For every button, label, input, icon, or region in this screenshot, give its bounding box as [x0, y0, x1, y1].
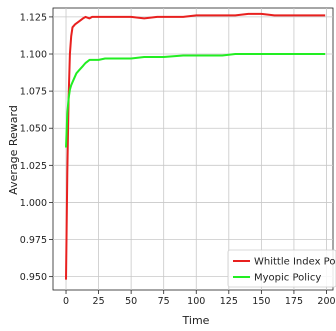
- y-tick-label: 1.025: [20, 161, 47, 172]
- y-tick-label: 1.100: [20, 50, 47, 61]
- legend: Whittle Index Policy Myopic Policy: [227, 249, 336, 288]
- y-axis-label: Average Reward: [7, 105, 20, 195]
- y-tick-label: 0.975: [20, 235, 47, 246]
- x-tick-label: 50: [125, 296, 137, 307]
- x-tick-label: 200: [317, 296, 335, 307]
- x-tick-label: 100: [187, 296, 205, 307]
- legend-label: Myopic Policy: [254, 273, 321, 284]
- y-tick-label: 1.125: [20, 12, 47, 23]
- series-line-0: [65, 12, 326, 280]
- plot-area: [52, 7, 334, 291]
- x-axis-label: Time: [182, 314, 210, 327]
- y-tick-label: 0.950: [20, 272, 47, 283]
- x-tick-label: 150: [252, 296, 270, 307]
- y-tick-label: 1.075: [20, 87, 47, 98]
- legend-box: [227, 249, 336, 288]
- series-line-1: [65, 53, 326, 148]
- x-tick-label: 125: [220, 296, 238, 307]
- legend-label: Whittle Index Policy: [254, 257, 336, 268]
- y-tick-label: 1.000: [20, 198, 47, 209]
- x-tick-label: 175: [285, 296, 303, 307]
- x-tick-label: 25: [93, 296, 105, 307]
- x-tick-label: 0: [63, 296, 69, 307]
- plot-frame: [52, 7, 334, 291]
- axis-ticks: 0 25 50 75 100 125 150 175 200 0.950 0.975 1.000 1.0…: [20, 12, 336, 307]
- x-tick-label: 75: [158, 296, 170, 307]
- series-lines: [65, 12, 326, 280]
- y-tick-label: 1.050: [20, 124, 47, 135]
